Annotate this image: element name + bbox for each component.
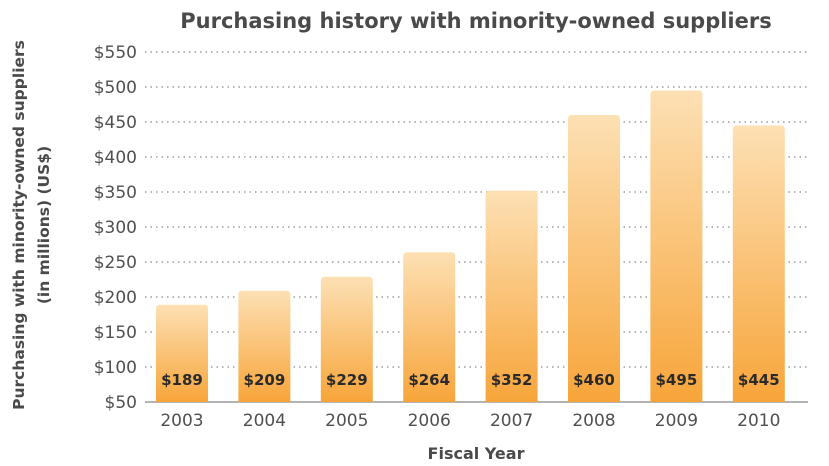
bar-value-label: $229	[326, 371, 368, 389]
y-tick-label: $500	[94, 78, 137, 98]
x-tick-label: 2010	[737, 411, 780, 431]
x-tick-label: 2003	[160, 411, 203, 431]
y-tick-label: $550	[94, 43, 137, 63]
bar-group: $229	[320, 276, 373, 402]
y-axis-label-line1: Purchasing with minority-owned suppliers	[10, 40, 28, 410]
bar	[568, 115, 620, 402]
y-tick-label: $150	[94, 323, 137, 343]
x-tick-label: 2009	[655, 411, 698, 431]
bar-value-label: $189	[161, 371, 203, 389]
x-tick-label: 2006	[408, 411, 451, 431]
y-tick-label: $350	[94, 183, 137, 203]
x-tick-label: 2004	[243, 411, 286, 431]
bars: $189 $209 $229 $264 $352 $460 $495 $445	[156, 90, 785, 402]
x-axis-ticks: 2003 2004 2005 2006 2007 2008 2009 2010	[160, 411, 780, 431]
x-tick-label: 2008	[572, 411, 615, 431]
bar-group: $189	[156, 304, 208, 402]
bar-group: $209	[238, 290, 291, 402]
y-tick-label: $50	[105, 393, 137, 413]
bar-value-label: $445	[738, 371, 780, 389]
y-tick-label: $400	[94, 148, 137, 168]
x-tick-label: 2007	[490, 411, 533, 431]
bar	[156, 304, 208, 402]
y-tick-label: $300	[94, 218, 137, 238]
bar-value-label: $209	[244, 371, 286, 389]
bar-group: $264	[403, 252, 456, 402]
bar	[732, 125, 785, 402]
bar	[650, 90, 703, 402]
chart-title: Purchasing history with minority-owned s…	[180, 9, 771, 33]
bar-value-label: $495	[656, 371, 698, 389]
y-tick-label: $200	[94, 288, 137, 308]
y-tick-label: $100	[94, 358, 137, 378]
bar	[320, 276, 373, 402]
bar-group: $445	[732, 125, 785, 402]
y-axis-label-line2: (in millions) (US$)	[35, 146, 53, 304]
bar-value-label: $264	[408, 371, 450, 389]
y-axis-ticks: $50 $100 $150 $200 $250 $300 $350 $400 $450 $500 $…	[94, 43, 137, 413]
bar-value-label: $460	[573, 371, 615, 389]
bar	[485, 190, 538, 402]
bar-group: $460	[568, 115, 620, 402]
bar-value-label: $352	[491, 371, 533, 389]
x-axis-label: Fiscal Year	[428, 444, 525, 463]
bar-group: $495	[650, 90, 703, 402]
y-tick-label: $250	[94, 253, 137, 273]
bar	[403, 252, 456, 402]
bar-group: $352	[485, 190, 538, 402]
x-tick-label: 2005	[325, 411, 368, 431]
y-tick-label: $450	[94, 113, 137, 133]
bar	[238, 290, 291, 402]
